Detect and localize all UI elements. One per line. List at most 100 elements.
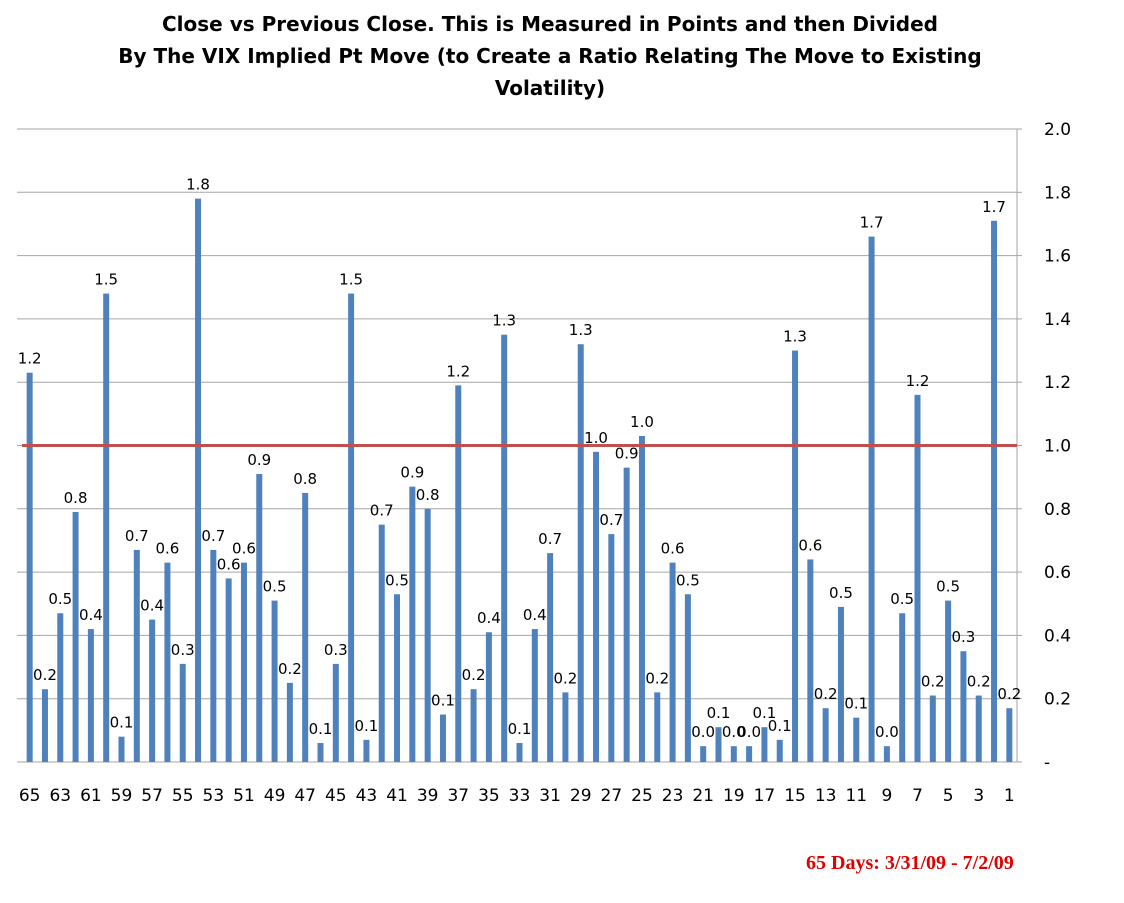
x-tick-label: 7 [912,786,923,806]
x-tick-label: 45 [325,786,347,806]
bar [424,508,431,762]
bar [87,629,94,762]
data-label: 0.6 [232,540,256,558]
bar [103,293,110,762]
data-label: 0.1 [707,704,731,722]
x-tick-label: 49 [264,786,286,806]
data-label: 0.1 [431,692,455,710]
bar [531,629,538,762]
y-axis-ticks: - 0.2 0.4 0.6 0.8 1.0 1.2 1.4 1.6 1.8 2.0 [1044,120,1071,773]
bar [638,436,645,762]
data-label: 1.3 [492,312,516,330]
data-label: 0.4 [477,609,501,627]
bar [256,473,263,762]
data-label: 0.2 [645,669,669,687]
bar [317,743,324,762]
x-tick-label: 37 [447,786,469,806]
data-label: 0.1 [844,695,868,713]
data-label: 0.5 [263,578,287,596]
bar [516,743,523,762]
data-label: 0.1 [768,717,792,735]
x-tick-label: 13 [815,786,837,806]
x-tick-label: 59 [111,786,133,806]
x-tick-label: 41 [386,786,408,806]
x-tick-label: 29 [570,786,592,806]
data-label: 0.0 [875,723,899,741]
chart-title: Close vs Previous Close. This is Measure… [0,8,1100,104]
data-label: 0.1 [110,714,134,732]
data-label: 0.1 [354,717,378,735]
data-label: 0.9 [615,445,639,463]
data-label: 1.0 [630,413,654,431]
date-range-footnote: 65 Days: 3/31/09 - 7/2/09 [806,852,1014,874]
data-label: 0.0 [737,723,761,741]
x-tick-label: 43 [356,786,378,806]
bar [118,736,125,762]
data-label: 0.6 [661,540,685,558]
bar [730,746,737,762]
title-line-1: Close vs Previous Close. This is Measure… [162,12,938,36]
data-label: 0.8 [64,489,88,507]
y-tick-label: - [1044,753,1050,773]
x-tick-label: 3 [973,786,984,806]
data-label: 0.5 [936,578,960,596]
y-tick-label: 1.6 [1044,247,1071,267]
data-label: 1.3 [569,321,593,339]
data-labels: 1.2 0.2 0.5 0.8 0.4 1.5 0.1 0.7 0.4 0.6 0.3 1.8 0.7 0… [18,176,1022,742]
data-label: 1.7 [860,214,884,232]
data-label: 1.5 [94,271,118,289]
bar [608,534,615,762]
data-label: 0.5 [385,571,409,589]
data-label: 0.2 [33,666,57,684]
y-tick-label: 1.0 [1044,437,1071,457]
data-label: 0.3 [171,641,195,659]
x-tick-label: 47 [294,786,316,806]
data-label: 0.6 [798,536,822,554]
data-label: 0.5 [829,584,853,602]
y-tick-label: 0.8 [1044,500,1071,520]
bar [302,492,309,762]
data-label: 0.8 [293,470,317,488]
bar [439,714,446,762]
data-label: 0.1 [508,720,532,738]
x-tick-label: 33 [509,786,531,806]
y-tick-label: 2.0 [1044,120,1071,140]
x-axis-ticks: 65 63 61 59 57 55 53 51 49 47 45 43 41 39 37 35 33 31 29 27… [19,786,1015,806]
y-tick-label: 0.6 [1044,563,1071,583]
bar [562,692,569,762]
bar [577,344,584,762]
bar [807,559,814,762]
y-tick-label: 1.4 [1044,310,1071,330]
data-label: 0.9 [247,451,271,469]
x-tick-label: 53 [203,786,225,806]
x-tick-label: 5 [943,786,954,806]
data-label: 1.7 [982,198,1006,216]
bar [378,524,385,762]
data-label: 0.3 [324,641,348,659]
bar [761,727,768,762]
x-tick-label: 23 [662,786,684,806]
bar [975,695,982,762]
bar [271,600,278,762]
bar [210,549,217,762]
bar [133,549,140,762]
bar [240,562,247,762]
y-tick-label: 0.4 [1044,626,1071,646]
data-label: 0.7 [538,530,562,548]
bar [455,385,462,762]
x-tick-label: 27 [601,786,623,806]
x-tick-label: 25 [631,786,653,806]
data-label: 0.5 [676,571,700,589]
bar [332,663,339,762]
bar [669,562,676,762]
data-label: 1.3 [783,328,807,346]
data-label: 0.2 [462,666,486,684]
x-tick-label: 17 [754,786,776,806]
x-tick-label: 39 [417,786,439,806]
data-label: 0.4 [523,606,547,624]
bar [654,692,661,762]
bar [409,486,416,762]
bar [72,511,79,762]
bar [593,451,600,762]
